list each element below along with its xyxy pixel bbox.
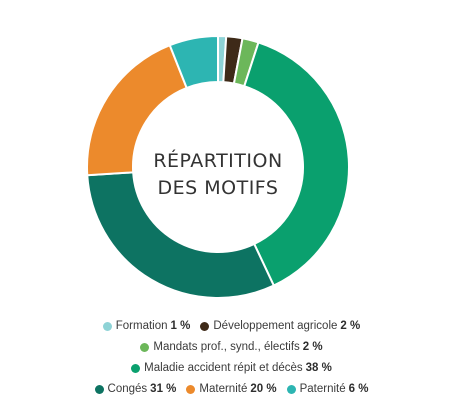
legend-item-maladie: Maladie accident répit et décès 38 %	[131, 358, 332, 379]
legend-item-mandats: Mandats prof., synd., électifs 2 %	[140, 337, 323, 358]
legend-swatch	[102, 322, 112, 331]
legend-label: Formation	[115, 320, 168, 332]
legend-label: Développement agricole	[213, 320, 338, 332]
slice-paternit	[168, 34, 219, 90]
slice-maladie-accident-r-pit-et-d-c-s	[243, 41, 350, 287]
donut-chart: RÉPARTITION DES MOTIFS	[86, 34, 350, 299]
legend-swatch	[140, 343, 150, 352]
legend-value: 38 %	[305, 362, 332, 374]
legend-label: Maternité	[199, 383, 248, 395]
legend-item-developpement-agricole: Développement agricole 2 %	[200, 316, 360, 337]
legend-item-conges: Congés 31 %	[94, 379, 177, 400]
legend-value: 1 %	[170, 320, 191, 332]
legend-row-4: Congés 31 % Maternité 20 % Paternité 6 %	[0, 379, 463, 400]
legend-swatch	[131, 364, 141, 373]
legend-label: Maladie accident répit et décès	[144, 362, 303, 374]
legend-value: 20 %	[250, 383, 277, 395]
center-title-line-1: RÉPARTITION	[153, 149, 282, 172]
legend-item-paternite: Paternité 6 %	[286, 379, 369, 400]
center-title-line-2: DES MOTIFS	[158, 177, 279, 199]
legend-row-3: Maladie accident répit et décès 38 %	[0, 358, 463, 379]
slice-cong-s	[86, 171, 276, 299]
legend-item-formation: Formation 1 %	[102, 316, 191, 337]
legend-label: Congés	[107, 383, 148, 395]
legend-swatch	[94, 385, 104, 394]
legend-value: 6 %	[348, 383, 369, 395]
legend-swatch	[200, 322, 210, 331]
legend-row-2: Mandats prof., synd., électifs 2 %	[0, 337, 463, 358]
legend-value: 2 %	[340, 320, 361, 332]
donut-slices	[86, 34, 350, 299]
chart-legend: Formation 1 % Développement agricole 2 %…	[0, 316, 463, 400]
legend-value: 2 %	[302, 341, 323, 353]
legend-item-maternite: Maternité 20 %	[186, 379, 277, 400]
legend-swatch	[286, 385, 296, 394]
legend-label: Mandats prof., synd., électifs	[153, 341, 300, 353]
legend-swatch	[186, 385, 196, 394]
legend-row-1: Formation 1 % Développement agricole 2 %	[0, 316, 463, 337]
legend-value: 31 %	[150, 383, 177, 395]
legend-label: Paternité	[299, 383, 346, 395]
